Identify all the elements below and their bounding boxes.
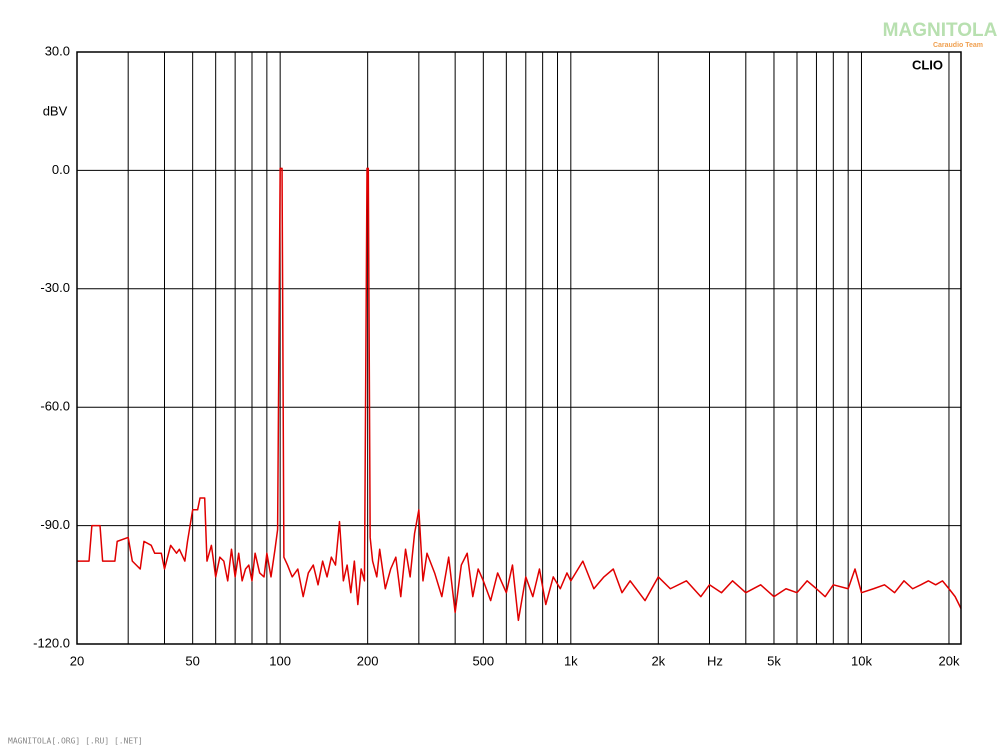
y-tick-label: -30.0 [40, 280, 70, 295]
plot-frame [76, 51, 962, 645]
x-tick-label: 100 [269, 653, 291, 668]
y-tick-label: 0.0 [52, 162, 70, 177]
y-tick-label: -120.0 [33, 635, 70, 650]
y-tick-label: -60.0 [40, 399, 70, 414]
footer: MAGNITOLA[.ORG] [.RU] [.NET] [8, 737, 143, 746]
x-tick-label: 500 [472, 653, 494, 668]
x-tick-label: 2k [651, 653, 665, 668]
spectrum-line [77, 167, 962, 622]
x-tick-label: 10k [851, 653, 872, 668]
plot [77, 167, 962, 622]
watermark-sub: Caraudio Team [933, 42, 983, 49]
x-tick-label: 50 [185, 653, 199, 668]
x-tick-label: 5k [767, 653, 781, 668]
x-tick-label: 20 [70, 653, 84, 668]
y-tick-label: 30.0 [45, 43, 70, 58]
x-tick-label: 1k [564, 653, 578, 668]
x-tick-label: 20k [938, 653, 959, 668]
brand: CLIO [912, 57, 943, 72]
watermark: MAGNITOLA [883, 20, 998, 41]
y-axis-label: dBV [43, 103, 68, 118]
x-axis-label: Hz [707, 653, 723, 668]
x-tick-label: 200 [357, 653, 379, 668]
y-tick-label: -90.0 [40, 517, 70, 532]
